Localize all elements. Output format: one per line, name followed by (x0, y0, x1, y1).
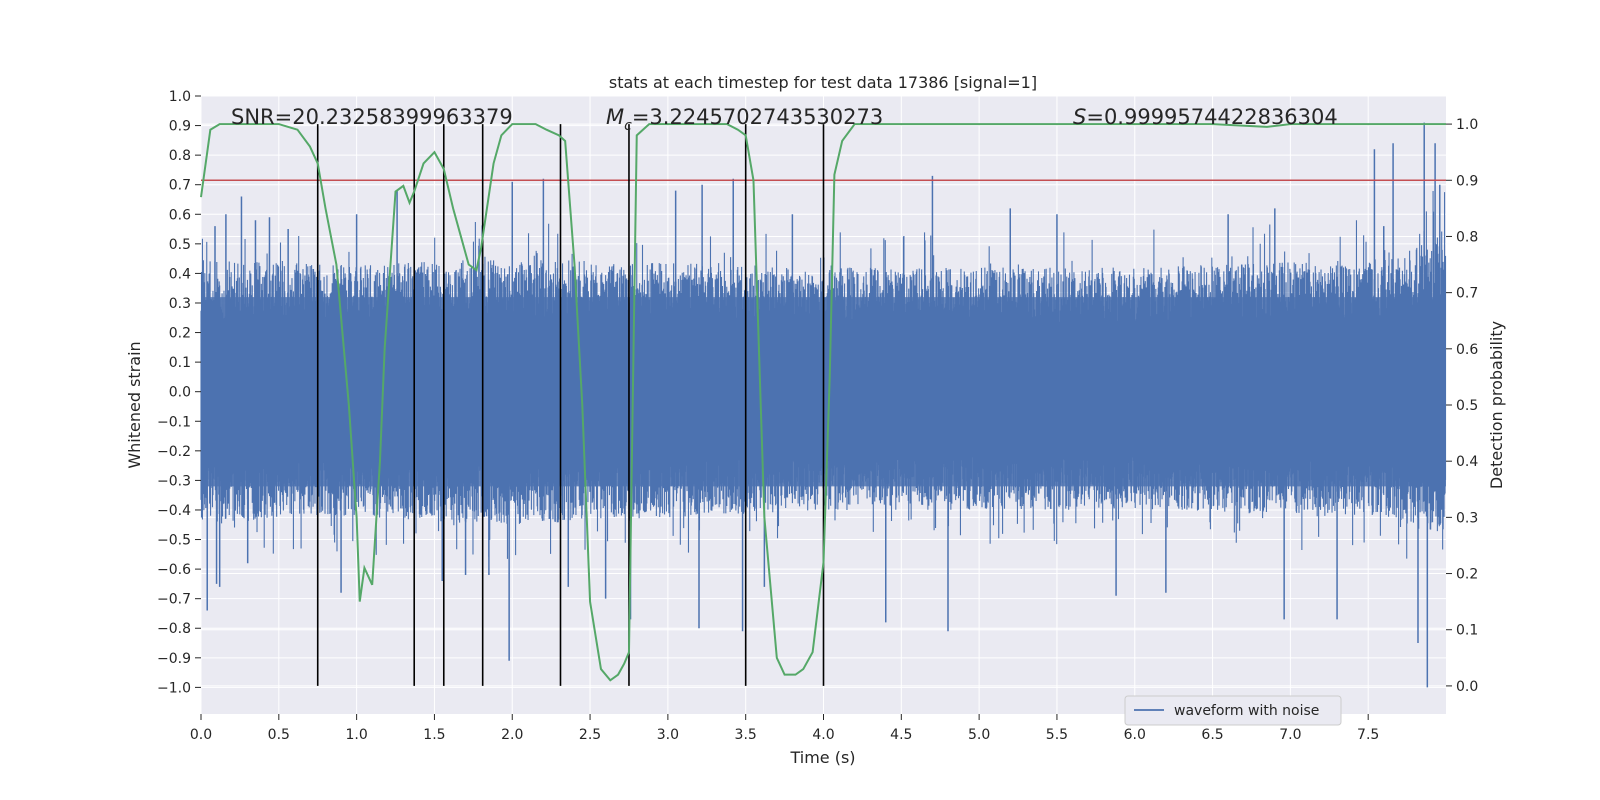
y-left-tick-label: −0.8 (157, 621, 191, 637)
y-right-tick-label: 0.4 (1456, 454, 1478, 470)
y-left-tick-label: 0.9 (169, 119, 191, 135)
y-left-tick-label: 0.6 (169, 207, 191, 223)
mc-symbol: M (606, 105, 624, 129)
axes: 1.0 0.9 0.8 0.7 0.6 0.5 0.4 0.3 0.2 0.1 0.0 −0.1 −0.… (157, 89, 1478, 743)
y-right-tick-label: 0.5 (1456, 398, 1478, 414)
x-tick-label: 7.0 (1279, 727, 1301, 743)
y-left-tick-label: −0.4 (157, 503, 191, 519)
x-tick-label: 3.5 (735, 727, 757, 743)
mc-annotation: Mc=3.2245702743530273 (606, 105, 883, 134)
s-symbol: S (1073, 105, 1086, 129)
y-right-tick-label: 0.8 (1456, 229, 1478, 245)
x-tick-label: 4.0 (812, 727, 834, 743)
legend-box (1124, 695, 1342, 726)
x-tick-label: 5.0 (968, 727, 990, 743)
x-tick-label: 6.5 (1201, 727, 1223, 743)
y-right-tick-label: 0.9 (1456, 173, 1478, 189)
legend: waveform with noise (1124, 695, 1342, 726)
probability-series (200, 123, 1446, 682)
y-right-tick-label: 1.0 (1456, 117, 1478, 133)
y-right-tick-label: 0.0 (1456, 679, 1478, 695)
y-left-tick-label: −0.9 (157, 651, 191, 667)
y-left-tick-label: 0.0 (169, 385, 191, 401)
y-right-tick-label: 0.2 (1456, 567, 1478, 583)
y-left-tick-label: 0.5 (169, 237, 191, 253)
mc-subscript: c (624, 118, 632, 134)
y-right-tick-label: 0.1 (1456, 623, 1478, 639)
y-left-tick-label: −0.1 (157, 414, 191, 430)
y-left-tick-label: 1.0 (169, 89, 191, 105)
snr-annotation: SNR=20.23258399963379 (231, 105, 513, 129)
y-left-tick-label: 0.1 (169, 355, 191, 371)
chart-title: stats at each timestep for test data 173… (609, 73, 1037, 92)
y-left-tick-label: −0.5 (157, 533, 191, 549)
y-left-tick-label: −0.2 (157, 444, 191, 460)
x-tick-label: 5.5 (1046, 727, 1068, 743)
y-left-tick-label: 0.7 (169, 178, 191, 194)
s-value: =0.9999574422836304 (1086, 105, 1337, 129)
y-left-tick-label: 0.8 (169, 148, 191, 164)
x-tick-label: 1.5 (423, 727, 445, 743)
y-left-tick-label: −0.6 (157, 562, 191, 578)
s-annotation: S=0.9999574422836304 (1073, 105, 1338, 129)
y-right-tick-label: 0.3 (1456, 510, 1478, 526)
x-tick-label: 7.5 (1357, 727, 1379, 743)
x-tick-label: 0.5 (268, 727, 290, 743)
mc-value: =3.2245702743530273 (632, 105, 883, 129)
probability-curve (200, 123, 1446, 682)
y-left-tick-label: −0.3 (157, 473, 191, 489)
y-left-tick-label: 0.2 (169, 326, 191, 342)
x-axis-label: Time (s) (789, 748, 855, 767)
legend-label: waveform with noise (1174, 703, 1319, 719)
y-left-tick-label: 0.4 (169, 266, 191, 282)
y-left-tick-label: −0.7 (157, 592, 191, 608)
y-left-tick-label: −1.0 (157, 680, 191, 696)
x-tick-label: 0.0 (190, 727, 212, 743)
y-right-tick-label: 0.6 (1456, 342, 1478, 358)
y-axis-right-label: Detection probability (1487, 321, 1506, 489)
x-tick-label: 2.0 (501, 727, 523, 743)
y-axis-left-label: Whitened strain (125, 341, 144, 468)
x-tick-label: 3.0 (657, 727, 679, 743)
y-right-tick-label: 0.7 (1456, 286, 1478, 302)
y-left-tick-label: 0.3 (169, 296, 191, 312)
x-tick-label: 4.5 (890, 727, 912, 743)
x-tick-label: 1.0 (345, 727, 367, 743)
x-tick-label: 2.5 (579, 727, 601, 743)
x-tick-label: 6.0 (1124, 727, 1146, 743)
vertical-markers (316, 124, 825, 686)
